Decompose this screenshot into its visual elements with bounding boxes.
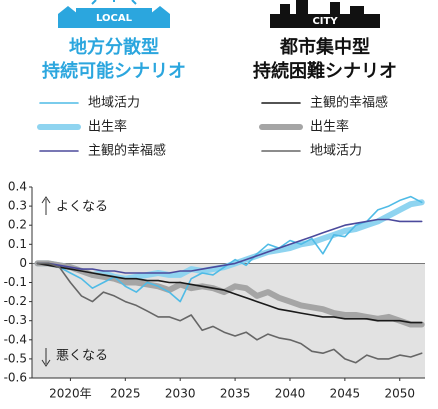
x-tick-label: 2040 — [275, 387, 306, 401]
series-line — [36, 218, 423, 274]
y-tick-label: -0.4 — [4, 332, 27, 346]
x-tick-label: 2030 — [165, 387, 196, 401]
legend-label: 出生率 — [88, 119, 127, 135]
y-tick-label: -0.6 — [4, 371, 27, 385]
legend-label: 地域活力 — [88, 96, 140, 111]
x-tick-label: 2045 — [330, 387, 361, 401]
y-tick-label: 0.3 — [8, 199, 27, 213]
annotation: よくなる — [56, 200, 108, 215]
legend-label: 主観的幸福感 — [310, 95, 388, 111]
y-tick-label: 0.2 — [8, 218, 27, 232]
series-line — [36, 262, 423, 364]
x-tick-label: 2035 — [220, 387, 251, 401]
y-tick-label: -0.3 — [4, 313, 27, 327]
badge: LOCAL — [96, 13, 133, 24]
scenario-title: 持続困難シナリオ — [253, 60, 397, 82]
y-tick-label: -0.2 — [4, 294, 27, 308]
y-tick-label: -0.1 — [4, 275, 27, 289]
series-line — [34, 260, 425, 328]
scenario-title: 都市集中型 — [279, 36, 370, 58]
y-tick-label: 0.4 — [8, 180, 27, 194]
y-tick-label: 0 — [19, 256, 27, 270]
scenario-title: 地方分散型 — [69, 36, 159, 58]
series-line — [36, 195, 423, 303]
x-tick-label: 2025 — [110, 387, 141, 401]
y-tick-label: -0.5 — [4, 351, 27, 365]
arrow — [41, 196, 51, 215]
legend-label: 出生率 — [310, 119, 349, 135]
legend-label: 主観的幸福感 — [88, 143, 166, 159]
negative-area — [32, 263, 425, 378]
series-line — [34, 199, 425, 282]
scenario-title: 持続可能シナリオ — [42, 60, 186, 82]
badge: CITY — [312, 16, 338, 27]
y-tick-label: 0.1 — [8, 237, 27, 251]
legend-label: 地域活力 — [310, 144, 362, 159]
annotation: 悪くなる — [56, 349, 108, 364]
local-icon — [58, 0, 170, 28]
arrow — [41, 348, 51, 367]
city-icon — [270, 0, 380, 28]
x-tick-label: 2050 — [384, 387, 415, 401]
series-line — [36, 262, 423, 324]
x-tick-label: 2020年 — [49, 387, 92, 401]
